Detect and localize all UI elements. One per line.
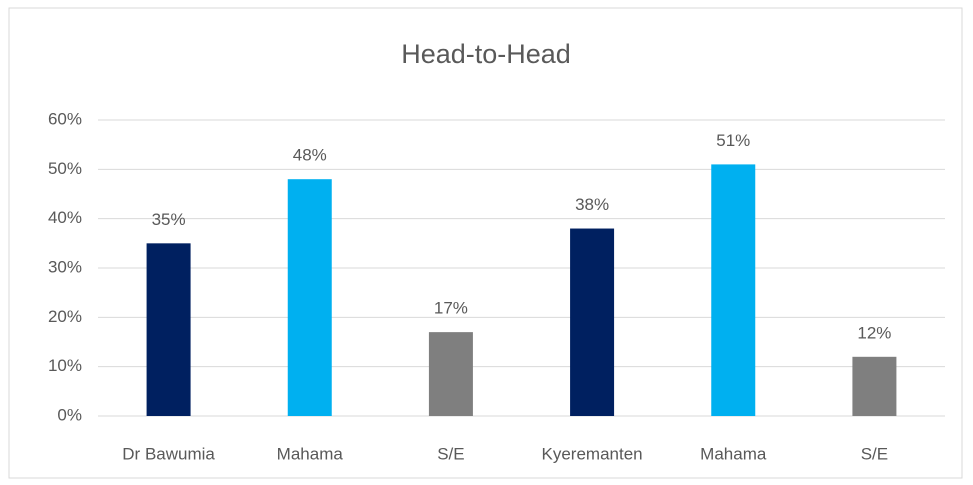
x-tick-label: S/E: [861, 444, 888, 463]
y-tick-label: 10%: [48, 356, 82, 375]
bar: [570, 228, 615, 416]
chart-title: Head-to-Head: [401, 39, 571, 69]
value-label: 48%: [293, 146, 327, 165]
value-label: 12%: [857, 323, 891, 342]
value-label: 51%: [716, 131, 750, 150]
value-label: 17%: [434, 299, 468, 318]
value-label: 38%: [575, 195, 609, 214]
x-tick-label: Dr Bawumia: [122, 444, 215, 463]
bar: [711, 164, 756, 416]
y-tick-label: 40%: [48, 208, 82, 227]
y-tick-label: 0%: [57, 405, 82, 424]
x-tick-label: Mahama: [277, 444, 344, 463]
y-tick-label: 60%: [48, 109, 82, 128]
value-label: 35%: [152, 210, 186, 229]
x-tick-label: Mahama: [700, 444, 767, 463]
x-tick-label: Kyeremanten: [542, 444, 643, 463]
bar: [146, 243, 191, 416]
y-tick-label: 50%: [48, 159, 82, 178]
y-tick-label: 20%: [48, 307, 82, 326]
x-tick-label: S/E: [437, 444, 464, 463]
bar: [428, 332, 473, 416]
bar: [287, 179, 332, 416]
bar: [852, 356, 897, 416]
y-tick-label: 30%: [48, 257, 82, 276]
